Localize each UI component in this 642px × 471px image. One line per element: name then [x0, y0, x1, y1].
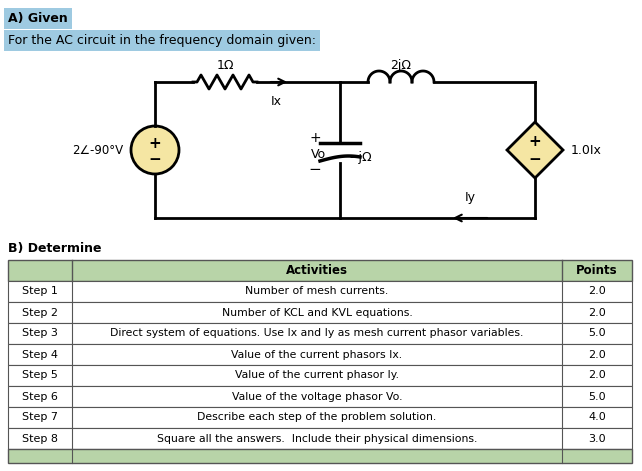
- Text: Iy: Iy: [465, 191, 476, 204]
- Bar: [8, 302, 632, 323]
- Text: 2.0: 2.0: [588, 308, 606, 317]
- Text: −: −: [309, 162, 322, 177]
- Text: 2.0: 2.0: [588, 349, 606, 359]
- Bar: [8, 407, 632, 428]
- Text: 5.0: 5.0: [588, 328, 606, 339]
- Text: 4.0: 4.0: [588, 413, 606, 422]
- Text: Value of the current phasor Iy.: Value of the current phasor Iy.: [235, 371, 399, 381]
- Text: 1Ω: 1Ω: [216, 59, 234, 72]
- Text: +: +: [309, 131, 321, 145]
- Text: Direct system of equations. Use Ix and Iy as mesh current phasor variables.: Direct system of equations. Use Ix and I…: [110, 328, 524, 339]
- Text: 3.0: 3.0: [588, 433, 606, 444]
- Text: B) Determine: B) Determine: [8, 242, 101, 255]
- Text: +: +: [149, 136, 161, 151]
- Text: For the AC circuit in the frequency domain given:: For the AC circuit in the frequency doma…: [8, 34, 316, 47]
- Text: 2jΩ: 2jΩ: [390, 59, 412, 72]
- Text: Step 5: Step 5: [22, 371, 58, 381]
- Text: −: −: [528, 152, 541, 167]
- Text: Points: Points: [576, 264, 618, 277]
- Circle shape: [131, 126, 179, 174]
- Bar: [8, 344, 632, 365]
- Text: Step 4: Step 4: [22, 349, 58, 359]
- Text: Step 8: Step 8: [22, 433, 58, 444]
- Bar: [8, 281, 632, 302]
- Text: Number of KCL and KVL equations.: Number of KCL and KVL equations.: [221, 308, 412, 317]
- Bar: [8, 386, 632, 407]
- Text: Value of the voltage phasor Vo.: Value of the voltage phasor Vo.: [232, 391, 403, 401]
- Text: Activities: Activities: [286, 264, 348, 277]
- Bar: [8, 323, 632, 344]
- Text: Vo: Vo: [311, 147, 326, 161]
- Bar: [8, 260, 632, 281]
- Text: Describe each step of the problem solution.: Describe each step of the problem soluti…: [197, 413, 437, 422]
- Bar: [8, 449, 632, 463]
- Text: Step 3: Step 3: [22, 328, 58, 339]
- Text: A) Given: A) Given: [8, 12, 68, 25]
- Text: Step 1: Step 1: [22, 286, 58, 297]
- Text: Number of mesh currents.: Number of mesh currents.: [245, 286, 388, 297]
- Text: Step 2: Step 2: [22, 308, 58, 317]
- Text: 5.0: 5.0: [588, 391, 606, 401]
- Text: +: +: [528, 135, 541, 149]
- Text: Step 6: Step 6: [22, 391, 58, 401]
- Text: Value of the current phasors Ix.: Value of the current phasors Ix.: [231, 349, 403, 359]
- Text: −: −: [149, 152, 161, 167]
- Bar: [8, 365, 632, 386]
- Text: 2∠-90°V: 2∠-90°V: [72, 144, 123, 156]
- Bar: [8, 428, 632, 449]
- Polygon shape: [507, 122, 563, 178]
- Text: 2.0: 2.0: [588, 371, 606, 381]
- Text: Square all the answers.  Include their physical dimensions.: Square all the answers. Include their ph…: [157, 433, 477, 444]
- Text: - jΩ: - jΩ: [350, 151, 372, 163]
- Text: Ix: Ix: [270, 95, 281, 108]
- Text: 1.0Ix: 1.0Ix: [571, 144, 602, 156]
- Text: 2.0: 2.0: [588, 286, 606, 297]
- Text: Step 7: Step 7: [22, 413, 58, 422]
